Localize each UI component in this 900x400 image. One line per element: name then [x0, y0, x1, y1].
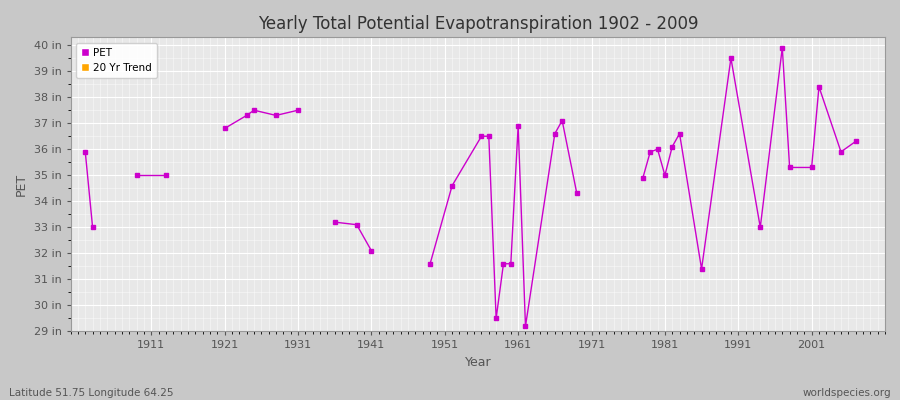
PET	[80, 150, 91, 154]
PET	[87, 225, 98, 230]
Line: PET: PET	[83, 150, 94, 229]
Text: worldspecies.org: worldspecies.org	[803, 388, 891, 398]
Legend: PET, 20 Yr Trend: PET, 20 Yr Trend	[76, 42, 158, 78]
Title: Yearly Total Potential Evapotranspiration 1902 - 2009: Yearly Total Potential Evapotranspiratio…	[257, 15, 698, 33]
X-axis label: Year: Year	[464, 356, 491, 369]
Text: Latitude 51.75 Longitude 64.25: Latitude 51.75 Longitude 64.25	[9, 388, 174, 398]
Y-axis label: PET: PET	[15, 173, 28, 196]
